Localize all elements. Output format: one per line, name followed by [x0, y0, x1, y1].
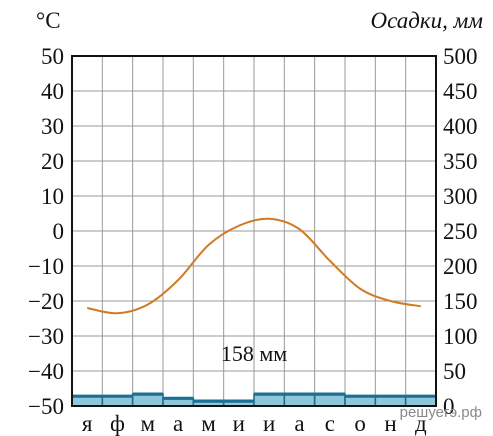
temperature-tick-label: 40: [41, 79, 64, 104]
precipitation-tick-label: 300: [443, 184, 478, 209]
temperature-tick-label: 30: [41, 114, 64, 139]
month-label: н: [384, 411, 396, 436]
precipitation-tick-label: 50: [443, 359, 466, 384]
plot-border: [71, 55, 437, 407]
month-label: д: [415, 411, 427, 436]
temperature-tick-label: −20: [28, 289, 64, 314]
temperature-tick-labels: 50 40 30 20 10 0 −10 −20 −30 −40 −50: [28, 44, 64, 419]
month-label: с: [325, 411, 335, 436]
precipitation-tick-label: 200: [443, 254, 478, 279]
temperature-tick-label: 10: [41, 184, 64, 209]
plot-frame: [71, 55, 437, 407]
temperature-tick-label: −40: [28, 359, 64, 384]
month-label: м: [201, 411, 216, 436]
temperature-curve-group: [86, 217, 421, 315]
temperature-tick-label: 0: [53, 219, 65, 244]
temperature-curve: [86, 217, 421, 315]
month-label: а: [294, 411, 304, 436]
temperature-tick-label: −50: [28, 394, 64, 419]
precipitation-tick-label: 500: [443, 44, 478, 69]
month-label: м: [141, 411, 156, 436]
annual-precipitation-label: 158 мм: [221, 341, 287, 366]
temperature-tick-label: −10: [28, 254, 64, 279]
precipitation-bar: [131, 393, 164, 407]
month-label: о: [354, 411, 366, 436]
month-label: ф: [110, 411, 125, 436]
month-label: и: [233, 411, 245, 436]
precipitation-tick-label: 400: [443, 114, 478, 139]
precipitation-bar: [253, 393, 286, 407]
precipitation-tick-label: 350: [443, 149, 478, 174]
precipitation-bar: [313, 393, 346, 407]
temperature-tick-label: 20: [41, 149, 64, 174]
temperature-axis-label: °C: [36, 8, 61, 33]
precipitation-bar: [283, 393, 316, 407]
precipitation-tick-label: 0: [443, 394, 455, 419]
precipitation-tick-label: 250: [443, 219, 478, 244]
precipitation-tick-label: 100: [443, 324, 478, 349]
month-label: я: [82, 411, 93, 436]
precipitation-bars: [71, 392, 437, 407]
precipitation-axis-label: Осадки, мм: [371, 8, 484, 33]
watermark: решуегэ.рф: [400, 404, 482, 421]
temperature-tick-label: 50: [41, 44, 64, 69]
month-label: и: [263, 411, 275, 436]
grid-lines: [72, 56, 436, 406]
precipitation-tick-label: 150: [443, 289, 478, 314]
precipitation-tick-label: 450: [443, 79, 478, 104]
month-label: а: [173, 411, 183, 436]
temperature-tick-label: −30: [28, 324, 64, 349]
